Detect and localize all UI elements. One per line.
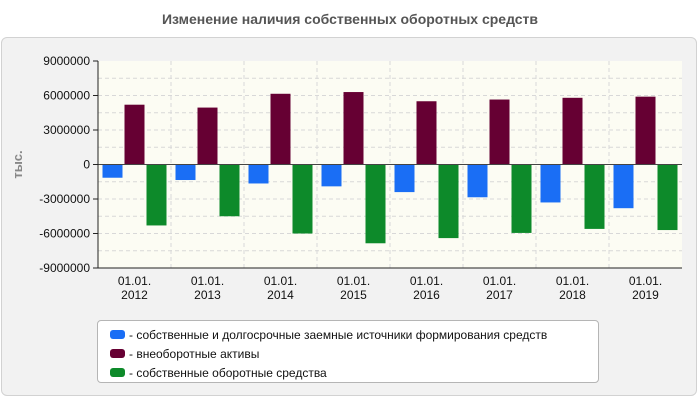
- bar-working-capital: [292, 164, 313, 234]
- x-tick-label: 2017: [486, 288, 513, 302]
- bar-working-capital: [146, 164, 167, 226]
- x-tick-label: 2014: [267, 288, 294, 302]
- legend-label-sources: - собственные и долгосрочные заемные ист…: [129, 327, 548, 342]
- x-tick-label: 01.01.: [191, 274, 224, 288]
- bar-sources: [613, 164, 634, 209]
- chart-legend: - собственные и долгосрочные заемные ист…: [97, 320, 599, 383]
- y-tick-label: 0: [83, 158, 90, 172]
- x-tick-label: 2012: [121, 288, 148, 302]
- y-axis-label: тыс.: [10, 150, 25, 178]
- bar-sources: [467, 164, 488, 198]
- y-tick-label: 9000000: [43, 54, 90, 68]
- x-tick-label: 2015: [340, 288, 367, 302]
- x-tick-label: 2013: [194, 288, 221, 302]
- bar-fixed-assets: [197, 107, 218, 165]
- x-tick-label: 01.01.: [629, 274, 662, 288]
- legend-item-working-capital: - собственные оборотные средства: [110, 363, 598, 382]
- x-tick-label: 01.01.: [264, 274, 297, 288]
- bar-fixed-assets: [343, 92, 364, 165]
- bar-sources: [248, 164, 269, 184]
- x-tick-label: 01.01.: [410, 274, 443, 288]
- x-tick-label: 01.01.: [556, 274, 589, 288]
- bar-sources: [540, 164, 561, 203]
- legend-label-fixed-assets: - внеоборотные активы: [129, 346, 260, 361]
- y-tick-label: 6000000: [43, 89, 90, 103]
- x-tick-label: 01.01.: [483, 274, 516, 288]
- bar-fixed-assets: [270, 93, 291, 165]
- bar-sources: [394, 164, 415, 193]
- bar-fixed-assets: [416, 101, 437, 165]
- legend-swatch-working-capital: [110, 368, 125, 377]
- legend-swatch-fixed-assets: [110, 349, 125, 358]
- bar-working-capital: [657, 164, 678, 231]
- chart-title: Изменение наличия собственных оборотных …: [161, 11, 539, 27]
- y-tick-label: 3000000: [43, 123, 90, 137]
- bar-fixed-assets: [489, 99, 510, 165]
- legend-label-working-capital: - собственные оборотные средства: [129, 365, 327, 380]
- legend-swatch-sources: [110, 330, 125, 339]
- x-tick-label: 2019: [632, 288, 659, 302]
- bar-sources: [321, 164, 342, 187]
- bar-sources: [102, 164, 123, 178]
- bar-working-capital: [219, 164, 240, 217]
- y-tick-label: -6000000: [39, 227, 90, 241]
- y-tick-label: -9000000: [39, 261, 90, 275]
- legend-item-fixed-assets: - внеоборотные активы: [110, 344, 598, 363]
- bar-working-capital: [511, 164, 532, 233]
- bar-sources: [175, 164, 196, 181]
- x-tick-label: 2016: [413, 288, 440, 302]
- x-tick-label: 2018: [559, 288, 586, 302]
- bar-fixed-assets: [562, 97, 583, 165]
- y-tick-label: -3000000: [39, 192, 90, 206]
- bar-working-capital: [584, 164, 605, 229]
- legend-item-sources: - собственные и долгосрочные заемные ист…: [110, 325, 598, 344]
- x-tick-label: 01.01.: [118, 274, 151, 288]
- x-tick-label: 01.01.: [337, 274, 370, 288]
- bar-fixed-assets: [635, 96, 656, 165]
- bar-fixed-assets: [124, 104, 145, 165]
- bar-working-capital: [438, 164, 459, 239]
- bar-working-capital: [365, 164, 386, 244]
